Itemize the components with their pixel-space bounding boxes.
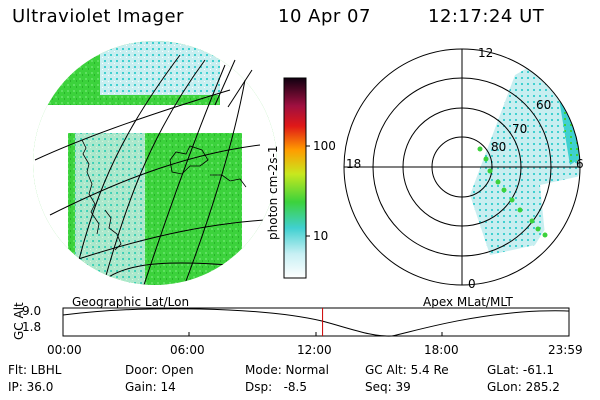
- app-title: Ultraviolet Imager: [12, 6, 184, 27]
- timeline-xtick-2: 12:00: [297, 343, 332, 357]
- polar-plot: [343, 48, 581, 286]
- timeline-plot: [62, 307, 570, 337]
- geographic-image: [33, 41, 277, 285]
- mlat-label-60: 60: [536, 98, 552, 112]
- colorbar-tick-100: 100: [313, 139, 336, 153]
- info-glat: GLat: -61.1: [487, 363, 554, 377]
- info-ip: IP: 36.0: [8, 380, 54, 394]
- mlt-label-12: 12: [478, 46, 494, 60]
- timeline-ytick-bottom: 1.8: [22, 320, 42, 334]
- info-seq: Seq: 39: [365, 380, 411, 394]
- timeline-xtick-0: 00:00: [47, 343, 82, 357]
- timeline-xtick-3: 18:00: [424, 343, 459, 357]
- colorbar-unit-label: photon cm-2s-1: [266, 145, 280, 241]
- info-gain: Gain: 14: [125, 380, 176, 394]
- colorbar: [283, 77, 310, 279]
- header-time: 12:17:24 UT: [428, 6, 545, 27]
- info-filter: Flt: LBHL: [8, 363, 62, 377]
- left-panel-caption: Geographic Lat/Lon: [72, 295, 190, 309]
- mlat-label-80: 80: [491, 140, 507, 154]
- info-mode: Mode: Normal: [245, 363, 329, 377]
- header-date: 10 Apr 07: [278, 6, 371, 27]
- mlat-label-70: 70: [512, 122, 528, 136]
- right-panel-caption: Apex MLat/MLT: [423, 295, 513, 309]
- info-door: Door: Open: [125, 363, 194, 377]
- mlt-label-0: 0: [468, 277, 476, 291]
- info-gc-alt: GC Alt: 5.4 Re: [365, 363, 449, 377]
- info-dsp: Dsp: -8.5: [245, 380, 308, 394]
- info-glon: GLon: 285.2: [487, 380, 560, 394]
- timeline-ytick-top: 9.0: [22, 304, 42, 318]
- colorbar-tick-10: 10: [313, 229, 329, 243]
- timeline-xtick-4: 23:59: [548, 343, 583, 357]
- mlt-label-18: 18: [346, 157, 362, 171]
- mlt-label-6: 6: [576, 157, 584, 171]
- timeline-xtick-1: 06:00: [170, 343, 205, 357]
